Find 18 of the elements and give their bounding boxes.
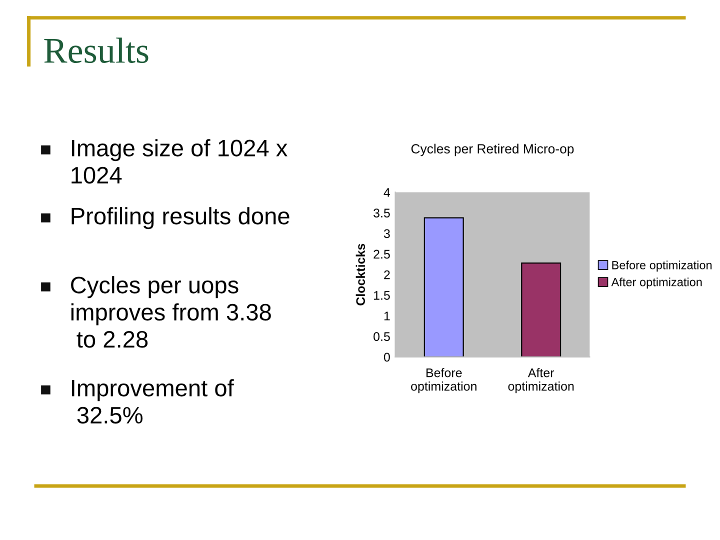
y-tick-label: 1.5 bbox=[374, 291, 390, 300]
y-tick-label: 2.5 bbox=[374, 250, 390, 259]
legend-label: After optimization bbox=[611, 278, 702, 289]
text: Cycles per uops improves from 3.38 to 2.28 bbox=[71, 276, 271, 348]
chart-title: Cycles per Retired Micro-op bbox=[411, 144, 574, 156]
legend-label: Before optimization bbox=[612, 260, 712, 272]
y-tick-label: 3.5 bbox=[374, 208, 390, 218]
text: Image size of 1024 x 1024 bbox=[72, 139, 288, 184]
y-tick-label: 3 bbox=[384, 229, 390, 238]
y-tick-label: 0 bbox=[384, 352, 390, 362]
y-axis-title: Clockticks bbox=[356, 244, 366, 306]
text: Improvement of 32.5% bbox=[72, 379, 234, 424]
y-tick-label: 4 bbox=[384, 188, 390, 197]
y-tick-label: 1 bbox=[384, 312, 390, 320]
text: Results bbox=[44, 38, 148, 64]
y-tick-label: 2 bbox=[384, 270, 390, 280]
y-tick-label: 0.5 bbox=[374, 332, 390, 342]
text: Profiling results done bbox=[72, 207, 290, 230]
